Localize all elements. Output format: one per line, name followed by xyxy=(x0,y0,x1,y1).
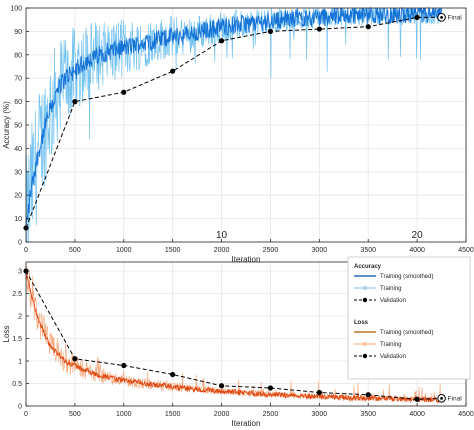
epoch-label: 20 xyxy=(412,230,424,241)
loss-validation-point xyxy=(414,396,420,402)
legend-loss-training-marker xyxy=(362,341,368,347)
legend-loss-title: Loss xyxy=(354,320,369,326)
x-tick-label: 4000 xyxy=(409,247,425,254)
accuracy-validation-line xyxy=(25,16,442,229)
x-tick-label: 0 xyxy=(24,247,28,254)
legend-accuracy-title: Accuracy xyxy=(354,264,382,270)
y-tick-label: 2.5 xyxy=(12,291,22,298)
x-tick-label: 1000 xyxy=(116,247,132,254)
loss-training-smoothed-line xyxy=(25,268,442,404)
epoch-label: 10 xyxy=(216,230,228,241)
legend-acc-validation-marker xyxy=(362,297,368,303)
loss-panel: Final 0 500 1000 1500 2000 2500 3000 3500 4000 450… xyxy=(2,261,474,428)
y-tick-label: 40 xyxy=(14,146,22,153)
loss-validation-point xyxy=(121,362,127,369)
x-tick-label: 1500 xyxy=(165,411,181,418)
y-axis-label: Loss xyxy=(2,326,11,343)
loss-validation-line xyxy=(25,270,442,400)
loss-validation-point xyxy=(72,356,78,362)
final-label: Final xyxy=(448,395,463,402)
y-tick-label: 0 xyxy=(18,240,22,247)
final-marker-dot xyxy=(440,15,443,19)
final-label: Final xyxy=(448,14,463,21)
y-tick-label: 70 xyxy=(14,76,22,83)
y-tick-label: 60 xyxy=(14,99,22,106)
x-tick-label: 4000 xyxy=(409,411,425,418)
y-tick-label: 3 xyxy=(18,269,22,276)
y-tick-label: 1.5 xyxy=(12,336,22,343)
y-tick-label: 20 xyxy=(14,193,22,200)
loss-validation-point xyxy=(365,392,371,398)
x-tick-label: 2000 xyxy=(214,411,230,418)
loss-validation-point xyxy=(170,371,176,378)
accuracy-validation-point xyxy=(170,68,176,74)
x-tick-label: 2000 xyxy=(214,247,230,254)
x-tick-label: 2500 xyxy=(263,411,279,418)
accuracy-validation-point xyxy=(365,24,371,30)
accuracy-validation-point xyxy=(72,99,78,105)
x-tick-label: 0 xyxy=(24,411,28,418)
legend-acc-training-label: Training xyxy=(380,286,401,292)
y-tick-label: 90 xyxy=(14,29,22,36)
x-tick-label: 3000 xyxy=(312,247,328,254)
accuracy-validation-point xyxy=(267,28,274,34)
x-axis-label: Iteration xyxy=(232,419,261,428)
accuracy-training-raw-line xyxy=(25,6,442,243)
final-marker-dot xyxy=(440,396,443,400)
y-tick-label: 100 xyxy=(10,6,22,13)
legend-acc-training-marker xyxy=(362,285,368,291)
x-tick-label: 3500 xyxy=(360,411,376,418)
accuracy-validation-point xyxy=(121,89,127,95)
x-tick-label: 1000 xyxy=(116,411,132,418)
y-tick-label: 1 xyxy=(18,359,22,366)
x-tick-label: 3500 xyxy=(360,247,376,254)
y-tick-label: 50 xyxy=(14,123,22,130)
x-tick-label: 3000 xyxy=(312,411,328,418)
y-axis-label: Accuracy (%) xyxy=(2,101,11,149)
legend-loss-training-label: Training xyxy=(380,342,401,348)
y-tick-label: 10 xyxy=(14,216,22,223)
x-tick-label: 2500 xyxy=(263,247,279,254)
legend-box xyxy=(347,256,471,380)
legend-loss-validation-label: Validation xyxy=(380,354,406,360)
loss-validation-point xyxy=(316,389,322,396)
accuracy-validation-point xyxy=(218,38,225,44)
x-tick-label: 4500 xyxy=(458,411,474,418)
y-tick-label: 0.5 xyxy=(12,381,22,388)
accuracy-validation-point xyxy=(316,26,322,32)
y-tick-label: 2 xyxy=(18,314,22,321)
y-tick-label: 0 xyxy=(18,404,22,411)
legend: Accuracy Training (smoothed) Training Va… xyxy=(347,256,471,380)
accuracy-validation-point xyxy=(414,14,420,20)
x-tick-label: 1500 xyxy=(165,247,181,254)
legend-loss-smoothed-label: Training (smoothed) xyxy=(380,330,433,336)
loss-validation-point xyxy=(267,385,274,391)
legend-acc-validation-label: Validation xyxy=(380,298,406,304)
x-tick-label: 4500 xyxy=(458,247,474,254)
x-axis-label: Iteration xyxy=(232,255,261,264)
x-tick-label: 500 xyxy=(69,411,81,418)
y-tick-label: 80 xyxy=(14,52,22,59)
legend-loss-validation-marker xyxy=(362,353,368,359)
accuracy-training-smoothed-line xyxy=(25,6,443,226)
legend-acc-smoothed-label: Training (smoothed) xyxy=(380,274,433,280)
y-tick-label: 30 xyxy=(14,169,22,176)
x-tick-label: 500 xyxy=(69,247,81,254)
loss-validation-point xyxy=(218,383,225,389)
